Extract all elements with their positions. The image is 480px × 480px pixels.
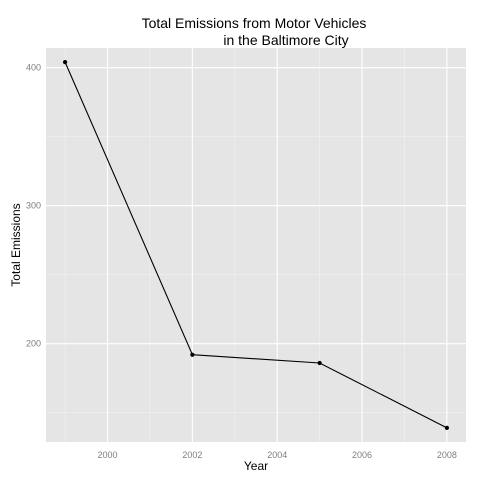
y-tick-label: 400 xyxy=(26,63,41,73)
y-axis-title: Total Emissions xyxy=(9,203,23,286)
plot-panel xyxy=(46,48,466,442)
series-line xyxy=(64,61,448,429)
data-point xyxy=(190,352,195,357)
x-tick-label: 2000 xyxy=(97,450,117,460)
x-tick-label: 2004 xyxy=(267,450,287,460)
minor-gridlines xyxy=(46,48,466,442)
chart-title-line-2: in the Baltimore City xyxy=(223,32,348,48)
y-tick-label: 200 xyxy=(26,339,41,349)
data-points xyxy=(62,60,450,430)
x-tick-label: 2006 xyxy=(352,450,372,460)
data-point xyxy=(317,360,322,366)
data-point xyxy=(62,60,68,65)
major-gridlines xyxy=(46,48,466,442)
data-point xyxy=(444,425,450,430)
x-tick-labels: 2000 2002 2004 2006 2008 xyxy=(97,450,456,460)
x-tick-label: 2008 xyxy=(437,450,457,460)
x-tick-label: 2002 xyxy=(182,450,202,460)
chart-title-line-1: Total Emissions from Motor Vehicles xyxy=(142,15,367,31)
y-tick-label: 300 xyxy=(26,201,41,211)
x-axis-title: Year xyxy=(244,459,268,473)
chart-title: Total Emissions from Motor Vehicles in t… xyxy=(142,15,367,48)
y-tick-labels: 200 300 400 xyxy=(26,63,41,349)
